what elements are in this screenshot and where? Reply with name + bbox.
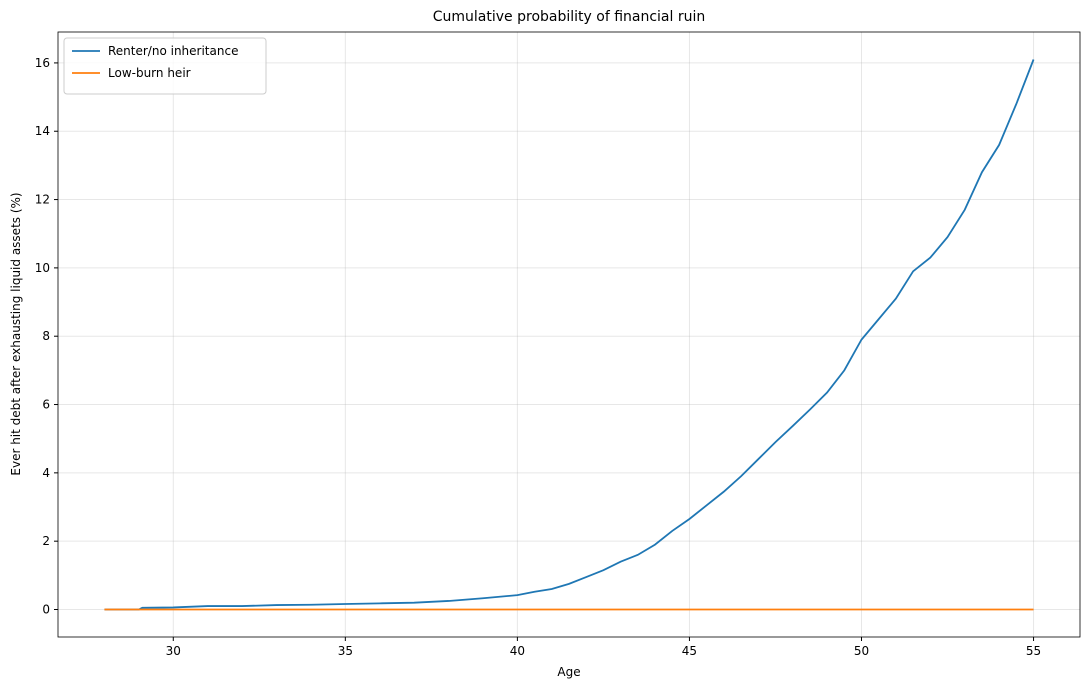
- legend-box: [63, 37, 267, 95]
- y-axis-label: Ever hit debt after exhausting liquid as…: [9, 192, 23, 475]
- x-tick-label: 35: [338, 644, 353, 658]
- x-tick-label: 45: [682, 644, 697, 658]
- plot-frame: [57, 31, 1081, 638]
- data-line: [104, 59, 1035, 611]
- legend-label: Low-burn heir: [108, 66, 191, 80]
- y-tick-label: 14: [35, 124, 50, 138]
- y-tick-label: 6: [42, 398, 50, 412]
- x-tick-label: 55: [1026, 644, 1041, 658]
- y-tick-label: 8: [42, 329, 50, 343]
- y-tick-label: 0: [42, 603, 50, 617]
- y-tick-label: 12: [35, 193, 50, 207]
- x-tick-label: 30: [166, 644, 181, 658]
- chart-title: Cumulative probability of financial ruin: [433, 9, 706, 25]
- x-tick-label: 50: [854, 644, 869, 658]
- x-tick-label: 40: [510, 644, 525, 658]
- x-axis-label: Age: [557, 665, 580, 679]
- y-tick-label: 2: [42, 534, 50, 548]
- y-tick-label: 4: [42, 466, 50, 480]
- legend-label: Renter/no inheritance: [108, 44, 238, 58]
- y-tick-label: 16: [35, 56, 50, 70]
- y-tick-label: 10: [35, 261, 50, 275]
